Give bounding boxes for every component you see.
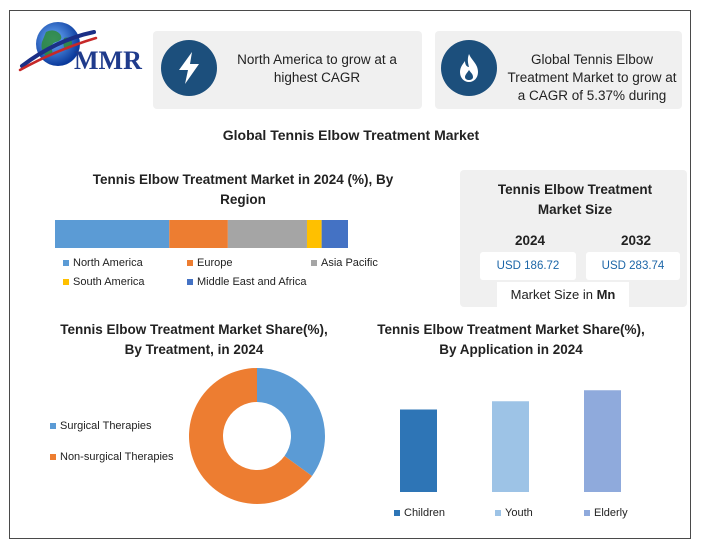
- legend-label: Europe: [197, 257, 233, 269]
- legend-label: Middle East and Africa: [197, 276, 307, 288]
- region-legend-item-north-america: North America: [63, 257, 143, 269]
- market-size-title: Tennis Elbow Treatment Market Size: [497, 182, 653, 217]
- donut-slice-surgical-therapies: [257, 368, 325, 476]
- flame-icon: [441, 40, 497, 96]
- main-title: Global Tennis Elbow Treatment Market: [222, 127, 480, 143]
- region-bar-segment-north-america: [55, 220, 170, 248]
- treatment-donut-chart: [188, 368, 325, 504]
- market-size-panel: Tennis Elbow Treatment Market Size 2024 …: [460, 170, 687, 307]
- value-2032: USD 283.74: [586, 252, 680, 280]
- application-bar-children: [400, 409, 437, 492]
- legend-label: Asia Pacific: [321, 257, 378, 269]
- legend-swatch: [584, 510, 590, 516]
- region-bar-segment-middle-east-and-africa: [321, 220, 348, 248]
- region-legend-item-middle-east-and-africa: Middle East and Africa: [187, 276, 306, 288]
- unit-label: Market Size in Mn: [497, 282, 629, 307]
- legend-label: Children: [404, 507, 445, 519]
- info-card-growth-region: North America to grow at a highest CAGR: [153, 31, 422, 109]
- legend-swatch: [311, 260, 317, 266]
- legend-swatch: [495, 510, 501, 516]
- unit-prefix: Market Size in: [510, 287, 597, 302]
- application-legend-item-elderly: Elderly: [584, 507, 628, 519]
- legend-label: Youth: [505, 507, 533, 519]
- unit-bold: Mn: [596, 287, 616, 302]
- legend-swatch: [50, 454, 56, 460]
- year-label-2032: 2032: [620, 233, 652, 248]
- region-legend-item-europe: Europe: [187, 257, 232, 269]
- infographic-frame: [9, 10, 691, 539]
- application-bar-chart: [400, 390, 621, 492]
- application-legend-item-children: Children: [394, 507, 445, 519]
- application-legend-item-youth: Youth: [495, 507, 533, 519]
- legend-label: North America: [73, 257, 143, 269]
- region-stacked-bar: [55, 220, 348, 248]
- treatment-legend-item-non-surgical-therapies: Non-surgical Therapies: [50, 451, 174, 463]
- legend-swatch: [187, 279, 193, 285]
- region-legend-item-south-america: South America: [63, 276, 145, 288]
- legend-label: Elderly: [594, 507, 628, 519]
- region-bar-segment-europe: [169, 220, 228, 248]
- donut-slice-non-surgical-therapies: [188, 368, 313, 504]
- lightning-icon: [161, 40, 217, 96]
- legend-label: Non-surgical Therapies: [60, 451, 174, 463]
- legend-swatch: [50, 423, 56, 429]
- card-text: North America to grow at a highest CAGR: [237, 52, 397, 85]
- region-legend-item-asia-pacific: Asia Pacific: [311, 257, 378, 269]
- region-bar-segment-asia-pacific: [227, 220, 307, 248]
- legend-swatch: [187, 260, 193, 266]
- legend-label: South America: [73, 276, 145, 288]
- logo-text: MMR: [74, 46, 142, 75]
- legend-swatch: [63, 260, 69, 266]
- legend-swatch: [394, 510, 400, 516]
- application-bar-elderly: [584, 390, 621, 492]
- info-card-cagr: Global Tennis Elbow Treatment Market to …: [435, 31, 682, 109]
- logo: MMR: [16, 18, 146, 78]
- card-text: Global Tennis Elbow Treatment Market to …: [507, 52, 677, 103]
- treatment-chart-title: Tennis Elbow Treatment Market Share(%), …: [60, 322, 328, 357]
- legend-label: Surgical Therapies: [60, 420, 152, 432]
- year-label-2024: 2024: [514, 233, 546, 248]
- region-chart-title: Tennis Elbow Treatment Market in 2024 (%…: [92, 172, 394, 207]
- globe-icon: [18, 22, 98, 72]
- region-bar-segment-south-america: [306, 220, 322, 248]
- legend-swatch: [63, 279, 69, 285]
- value-2024: USD 186.72: [480, 252, 576, 280]
- treatment-legend-item-surgical-therapies: Surgical Therapies: [50, 420, 152, 432]
- application-chart-title: Tennis Elbow Treatment Market Share(%), …: [377, 322, 645, 357]
- application-bar-youth: [492, 401, 529, 492]
